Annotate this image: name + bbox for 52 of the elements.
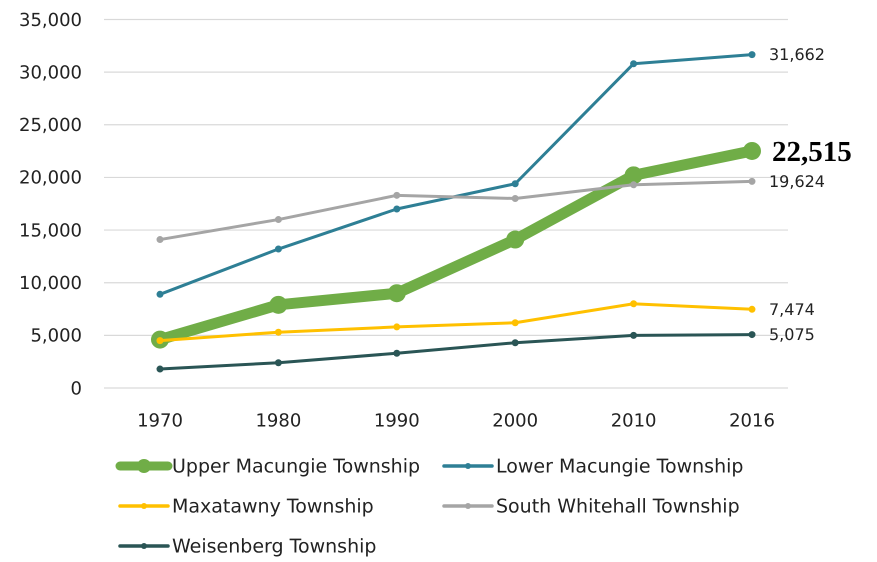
x-tick-label: 1980	[255, 410, 302, 432]
point	[156, 366, 164, 373]
data-label: 7,474	[769, 300, 815, 319]
y-tick-label: 15,000	[19, 220, 82, 242]
point	[512, 319, 519, 326]
point	[393, 192, 400, 199]
point	[274, 328, 282, 336]
y-tick-label: 25,000	[19, 115, 82, 136]
data-label: 19,624	[769, 172, 825, 191]
point	[274, 246, 282, 253]
point	[388, 284, 406, 302]
point	[512, 180, 519, 188]
point	[156, 290, 164, 298]
point	[512, 339, 519, 346]
data-label: 22,515	[772, 136, 852, 168]
x-tick-label: 1990	[374, 410, 420, 432]
x-tick-label: 2010	[610, 410, 657, 432]
legend-label: Weisenberg Township	[172, 536, 376, 558]
y-tick-label: 30,000	[19, 62, 82, 84]
point	[393, 323, 400, 330]
point	[156, 236, 164, 244]
legend-label: Maxatawny Township	[172, 496, 374, 518]
point	[274, 359, 282, 366]
data-label: 5,075	[769, 325, 815, 344]
point	[269, 296, 288, 314]
x-tick-label: 2000	[492, 410, 538, 432]
x-tick-label: 2016	[729, 410, 775, 432]
point	[512, 194, 519, 202]
point	[630, 332, 638, 339]
legend-label: Upper Macungie Township	[172, 456, 420, 478]
legend-label: South Whitehall Township	[496, 496, 740, 518]
point	[393, 206, 400, 213]
point	[743, 142, 761, 160]
y-tick-label: 35,000	[19, 10, 82, 31]
y-tick-label: 5,000	[30, 326, 82, 347]
point	[748, 331, 756, 338]
legend-label: Lower Macungie Township	[496, 456, 744, 478]
point	[274, 216, 282, 224]
point	[624, 166, 643, 184]
point	[393, 350, 400, 357]
point	[748, 306, 756, 313]
point	[506, 230, 524, 249]
y-tick-label: 20,000	[19, 168, 82, 189]
point	[630, 181, 638, 188]
point	[748, 178, 756, 185]
y-tick-label: 0	[70, 378, 82, 400]
point	[630, 60, 638, 68]
x-tick-label: 1970	[137, 410, 183, 432]
point	[630, 300, 638, 308]
data-label: 31,662	[769, 45, 825, 64]
point	[748, 51, 756, 58]
y-tick-label: 10,000	[19, 273, 82, 294]
